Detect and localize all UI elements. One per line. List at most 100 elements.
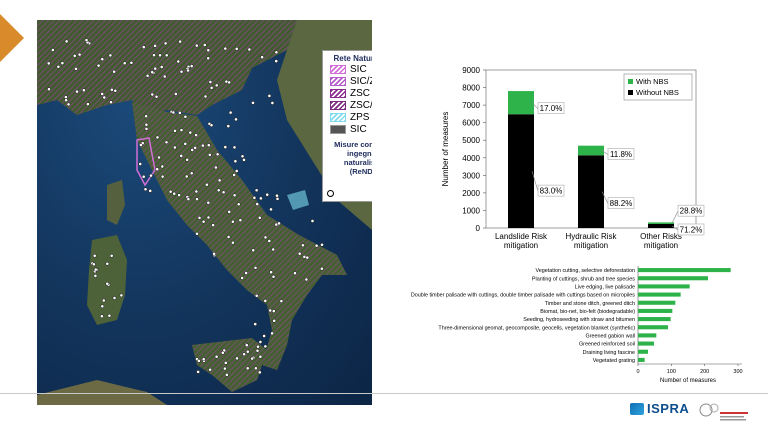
measure-dot — [260, 55, 264, 60]
measure-dot — [150, 70, 155, 75]
accent-triangle — [0, 14, 24, 62]
measure-dot — [270, 331, 274, 336]
measure-dot — [234, 117, 238, 122]
measure-dot — [60, 61, 65, 65]
measure-dot — [173, 145, 177, 150]
bar-without-nbs — [578, 155, 604, 228]
h-bar — [638, 276, 708, 281]
y-tick-label: 1000 — [462, 206, 480, 215]
callout-leader — [601, 150, 609, 155]
measure-dots — [46, 38, 324, 377]
legend-swatch — [628, 90, 633, 95]
measure-dot — [206, 200, 211, 205]
measure-dot — [314, 243, 319, 248]
measure-dot — [172, 191, 177, 196]
measure-dot — [254, 366, 258, 371]
measure-dot — [193, 146, 197, 150]
measure-dot — [159, 65, 164, 69]
measure-dot — [102, 95, 107, 100]
protected-areas-sicily — [192, 338, 267, 392]
y-tick-label: 6000 — [462, 119, 480, 128]
y-tick-label: 3000 — [462, 171, 480, 180]
measure-dot — [164, 53, 169, 58]
measure-dot — [232, 193, 237, 198]
measure-dot — [263, 299, 268, 303]
italy-map: Rete Natura 2000 SIC SIC/ZPS ZSC ZSC/ZPS… — [37, 20, 372, 405]
legend-item-sic-zps: SIC/ZPS — [330, 75, 372, 87]
measure-dot — [226, 124, 231, 128]
measure-dot — [105, 261, 110, 266]
measure-dot — [72, 54, 77, 58]
bar-without-nbs — [648, 223, 674, 228]
measure-dot — [92, 262, 96, 267]
legend-label: SIC/ZPS — [350, 75, 372, 87]
legend-item-sic: SIC — [330, 63, 372, 75]
callout-leader — [531, 171, 539, 192]
measure-dot — [100, 92, 105, 96]
callout-box — [537, 102, 565, 114]
measure-dot — [189, 171, 194, 176]
measure-dot — [148, 189, 153, 193]
measure-dot — [255, 348, 260, 353]
callout-box — [537, 184, 565, 197]
measure-dot — [145, 73, 150, 78]
measure-dot — [235, 356, 239, 361]
measure-dot — [155, 167, 160, 172]
measure-dot — [256, 344, 260, 349]
measure-dot — [75, 89, 79, 94]
measure-dot — [277, 221, 281, 226]
measure-dot — [297, 251, 302, 256]
measure-dot — [74, 67, 78, 71]
measure-dot — [250, 356, 254, 361]
legend-swatch — [628, 79, 633, 84]
measure-dot — [267, 239, 272, 243]
measure-dot — [144, 114, 148, 119]
measure-dot — [113, 88, 118, 93]
measure-dot — [108, 53, 113, 58]
legend-swatch — [330, 64, 346, 74]
x-tick-label: 200 — [700, 369, 709, 375]
measure-dot — [109, 100, 113, 105]
measure-dot — [112, 69, 116, 74]
x-tick-label: Landslide Risk — [495, 232, 548, 241]
h-bar — [638, 341, 654, 346]
measure-dot — [263, 235, 268, 240]
measure-dot — [84, 38, 89, 42]
measure-dot — [275, 197, 280, 201]
measure-dot — [153, 44, 157, 48]
category-label: Draining living fascine — [583, 350, 635, 356]
x-tick-label: 300 — [733, 369, 742, 375]
measure-dot — [183, 142, 188, 146]
measure-dot — [253, 265, 258, 270]
measure-dot — [279, 299, 284, 303]
measure-dot — [259, 196, 263, 201]
y-tick-label: 2000 — [462, 189, 480, 198]
h-bar — [638, 349, 648, 354]
measure-dot — [269, 207, 273, 212]
measure-dot — [238, 218, 243, 223]
measure-dot — [100, 304, 105, 309]
category-label: Greened gabion wall — [586, 333, 635, 339]
measure-dot — [268, 308, 273, 313]
measure-dot — [189, 64, 194, 68]
measure-dot — [236, 202, 241, 207]
measure-dot — [46, 61, 51, 66]
category-label: Double timber palisade with cuttings, do… — [411, 293, 635, 299]
category-label: Vegetation cutting, selective deforestat… — [536, 268, 636, 274]
measure-dot — [107, 313, 112, 318]
measure-dot — [232, 145, 237, 150]
measure-dot — [206, 215, 211, 220]
measure-dot — [185, 157, 190, 162]
measure-dot-key — [327, 190, 334, 197]
measure-dot — [220, 350, 225, 355]
measure-dot — [82, 88, 86, 93]
measure-dot — [93, 267, 98, 272]
percent-label: 11.8% — [610, 150, 632, 159]
measure-dot — [171, 110, 176, 115]
partner-logo-ring — [699, 403, 713, 417]
measure-dot — [244, 271, 248, 275]
measure-dot — [197, 216, 202, 220]
measure-dot — [163, 41, 168, 46]
measure-dot — [223, 361, 228, 365]
y-tick-label: 0 — [476, 224, 481, 233]
